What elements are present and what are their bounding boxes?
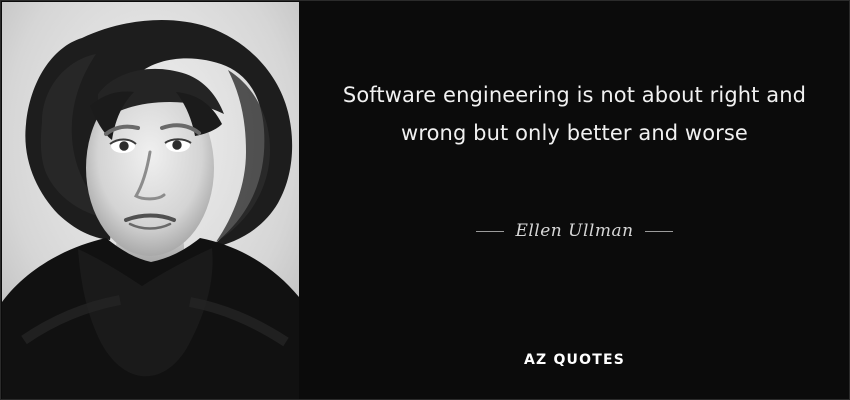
- portrait-illustration: [2, 2, 299, 399]
- author-name: Ellen Ullman: [515, 221, 634, 241]
- quote-panel: Software engineering is not about right …: [299, 2, 849, 399]
- right-divider: [644, 230, 673, 232]
- quote-text: Software engineering is not about right …: [342, 83, 807, 145]
- author-attribution: Ellen Ullman: [299, 216, 849, 246]
- left-divider: [476, 230, 505, 232]
- author-portrait: [2, 2, 299, 399]
- brand-logo: AZ QUOTES: [523, 352, 626, 368]
